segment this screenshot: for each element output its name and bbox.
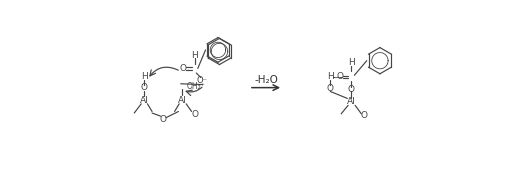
Text: O: O — [348, 85, 355, 94]
Text: H: H — [141, 72, 148, 81]
Text: O: O — [141, 83, 148, 92]
Text: O: O — [336, 72, 343, 81]
Text: O: O — [191, 110, 198, 119]
Text: OH₂⁺: OH₂⁺ — [187, 82, 206, 91]
Text: Al: Al — [347, 97, 356, 106]
Text: H: H — [191, 51, 198, 60]
Text: H: H — [348, 58, 354, 67]
Text: O: O — [180, 64, 187, 73]
Text: O⁻: O⁻ — [197, 76, 208, 85]
Text: O: O — [327, 84, 334, 93]
Text: O: O — [361, 111, 368, 120]
Text: Al: Al — [178, 96, 187, 105]
Text: -H₂O: -H₂O — [254, 75, 278, 85]
Text: Al: Al — [140, 96, 149, 105]
Text: O: O — [159, 115, 167, 124]
Text: H: H — [327, 72, 334, 81]
